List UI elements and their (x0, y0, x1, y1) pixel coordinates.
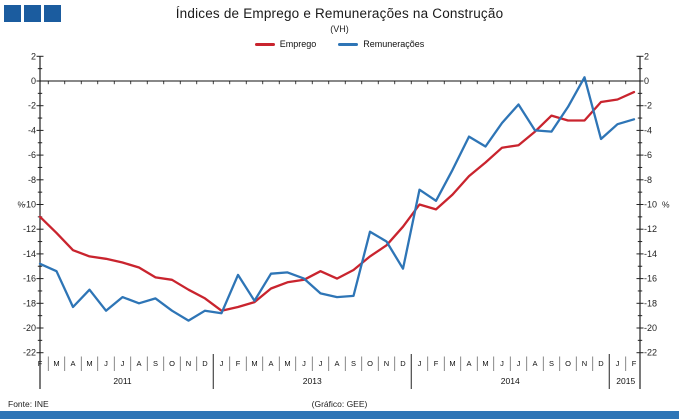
svg-text:O: O (169, 359, 175, 368)
legend-item-remuneracoes: Remunerações (338, 39, 424, 49)
svg-text:-2: -2 (28, 101, 36, 111)
svg-text:F: F (236, 359, 241, 368)
svg-text:-20: -20 (23, 323, 36, 333)
svg-text:%: % (662, 200, 670, 210)
svg-text:-18: -18 (644, 298, 657, 308)
svg-text:-16: -16 (644, 274, 657, 284)
svg-text:-10: -10 (23, 200, 36, 210)
svg-text:J: J (418, 359, 422, 368)
svg-text:M: M (53, 359, 59, 368)
bottom-bar (0, 411, 679, 419)
svg-text:M: M (482, 359, 488, 368)
svg-text:D: D (202, 359, 208, 368)
svg-text:D: D (400, 359, 406, 368)
legend-label-remuneracoes: Remunerações (363, 39, 425, 49)
svg-text:2013: 2013 (303, 376, 322, 386)
svg-text:2015: 2015 (616, 376, 635, 386)
svg-text:-10: -10 (644, 200, 657, 210)
svg-text:N: N (582, 359, 587, 368)
svg-text:S: S (549, 359, 554, 368)
svg-text:-18: -18 (23, 298, 36, 308)
legend-item-emprego: Emprego (254, 39, 317, 49)
svg-text:M: M (284, 359, 290, 368)
page-title: Índices de Emprego e Remunerações na Con… (175, 6, 504, 21)
legend-label-emprego: Emprego (279, 39, 317, 49)
svg-text:-20: -20 (644, 323, 657, 333)
logo-squares (4, 5, 61, 22)
svg-text:J: J (319, 359, 323, 368)
svg-text:-4: -4 (644, 125, 652, 135)
svg-text:A: A (532, 359, 537, 368)
svg-text:D: D (598, 359, 604, 368)
svg-text:M: M (86, 359, 92, 368)
svg-text:A: A (136, 359, 141, 368)
svg-text:F: F (632, 359, 637, 368)
svg-text:-6: -6 (644, 150, 652, 160)
svg-text:A: A (466, 359, 471, 368)
svg-text:2014: 2014 (501, 376, 520, 386)
legend-swatch-remuneracoes (338, 42, 359, 46)
svg-text:J: J (616, 359, 620, 368)
svg-text:-8: -8 (28, 175, 36, 185)
legend-swatch-emprego (254, 42, 275, 46)
svg-text:-16: -16 (23, 274, 36, 284)
svg-text:M: M (251, 359, 257, 368)
credit-note: (Gráfico: GEE) (311, 399, 368, 409)
svg-text:-6: -6 (28, 150, 36, 160)
svg-text:2011: 2011 (113, 376, 132, 386)
svg-text:-14: -14 (23, 249, 36, 259)
svg-text:S: S (153, 359, 158, 368)
svg-text:0: 0 (31, 76, 36, 86)
svg-text:J: J (104, 359, 108, 368)
logo-square (24, 5, 41, 22)
svg-text:J: J (220, 359, 224, 368)
svg-text:J: J (302, 359, 306, 368)
svg-text:N: N (186, 359, 191, 368)
svg-text:N: N (384, 359, 389, 368)
svg-text:-4: -4 (28, 125, 36, 135)
svg-text:J: J (121, 359, 125, 368)
svg-text:F: F (38, 359, 43, 368)
chart-legend: Emprego Remunerações (0, 39, 679, 49)
svg-text:M: M (449, 359, 455, 368)
svg-text:J: J (500, 359, 504, 368)
svg-text:-22: -22 (23, 348, 36, 358)
logo-square (4, 5, 21, 22)
svg-text:A: A (334, 359, 339, 368)
svg-text:0: 0 (644, 76, 649, 86)
svg-text:2: 2 (31, 51, 36, 61)
svg-text:-12: -12 (644, 224, 657, 234)
svg-text:A: A (268, 359, 273, 368)
svg-text:S: S (351, 359, 356, 368)
logo-square (44, 5, 61, 22)
svg-text:-2: -2 (644, 101, 652, 111)
svg-text:O: O (367, 359, 373, 368)
svg-text:-12: -12 (23, 224, 36, 234)
svg-text:-8: -8 (644, 175, 652, 185)
svg-text:2: 2 (644, 51, 649, 61)
svg-text:O: O (565, 359, 571, 368)
svg-text:%: % (17, 200, 25, 210)
chart-subtitle: (VH) (330, 24, 349, 34)
svg-text:J: J (517, 359, 521, 368)
svg-text:A: A (70, 359, 75, 368)
svg-text:-22: -22 (644, 348, 657, 358)
line-chart-canvas: 2 2 0 0 -2 -2 -4 -4 -6 -6 -8 -8 -10 -10% % -12 -12 -14 -14… (17, 51, 670, 389)
source-note: Fonte: INE (8, 399, 49, 409)
svg-text:-14: -14 (644, 249, 657, 259)
svg-text:F: F (434, 359, 439, 368)
